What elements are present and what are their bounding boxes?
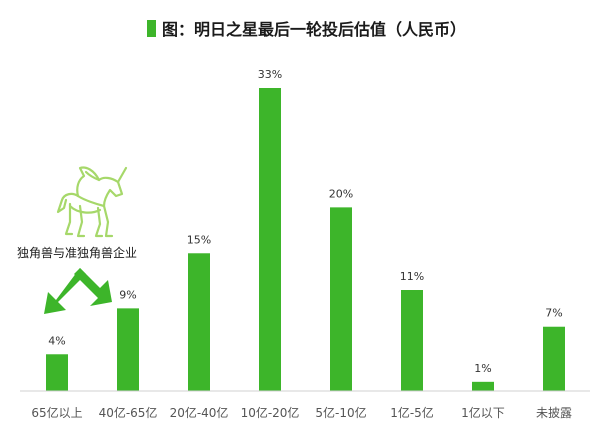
bar-1 <box>117 308 139 391</box>
category-label-5: 1亿-5亿 <box>390 405 434 420</box>
bar-3 <box>259 88 281 391</box>
category-label-3: 10亿-20亿 <box>241 405 300 420</box>
value-label-3: 33% <box>258 68 282 81</box>
category-label-4: 5亿-10亿 <box>315 405 366 420</box>
value-label-0: 4% <box>48 334 65 347</box>
bar-6 <box>472 381 494 391</box>
value-label-4: 20% <box>329 187 353 200</box>
category-label-2: 20亿-40亿 <box>170 405 229 420</box>
annotation-arrow <box>44 268 112 314</box>
category-label-7: 未披露 <box>536 406 572 420</box>
unicorn-icon <box>56 166 128 238</box>
annotation-label: 独角兽与准独角兽企业 <box>17 245 137 260</box>
chart-title: 图：明日之星最后一轮投后估值（人民币） <box>162 20 466 39</box>
bar-7 <box>543 326 565 391</box>
value-label-2: 15% <box>187 233 211 246</box>
value-labels: 4% 9% 15% 33% 20% 11% 1% 7% <box>48 68 562 375</box>
category-labels: 65亿以上 40亿-65亿 20亿-40亿 10亿-20亿 5亿-10亿 1亿-5亿 1亿以… <box>31 405 572 420</box>
bar-0 <box>46 354 68 391</box>
bars <box>46 88 565 391</box>
category-label-6: 1亿以下 <box>461 405 505 420</box>
bar-2 <box>188 253 210 391</box>
category-label-1: 40亿-65亿 <box>99 405 158 420</box>
value-label-7: 7% <box>545 307 562 320</box>
bar-5 <box>401 290 423 391</box>
value-label-5: 11% <box>400 270 424 283</box>
value-label-1: 9% <box>119 288 136 301</box>
title-marker <box>147 20 156 37</box>
value-label-6: 1% <box>474 362 491 375</box>
bar-4 <box>330 207 352 391</box>
category-label-0: 65亿以上 <box>31 405 82 420</box>
